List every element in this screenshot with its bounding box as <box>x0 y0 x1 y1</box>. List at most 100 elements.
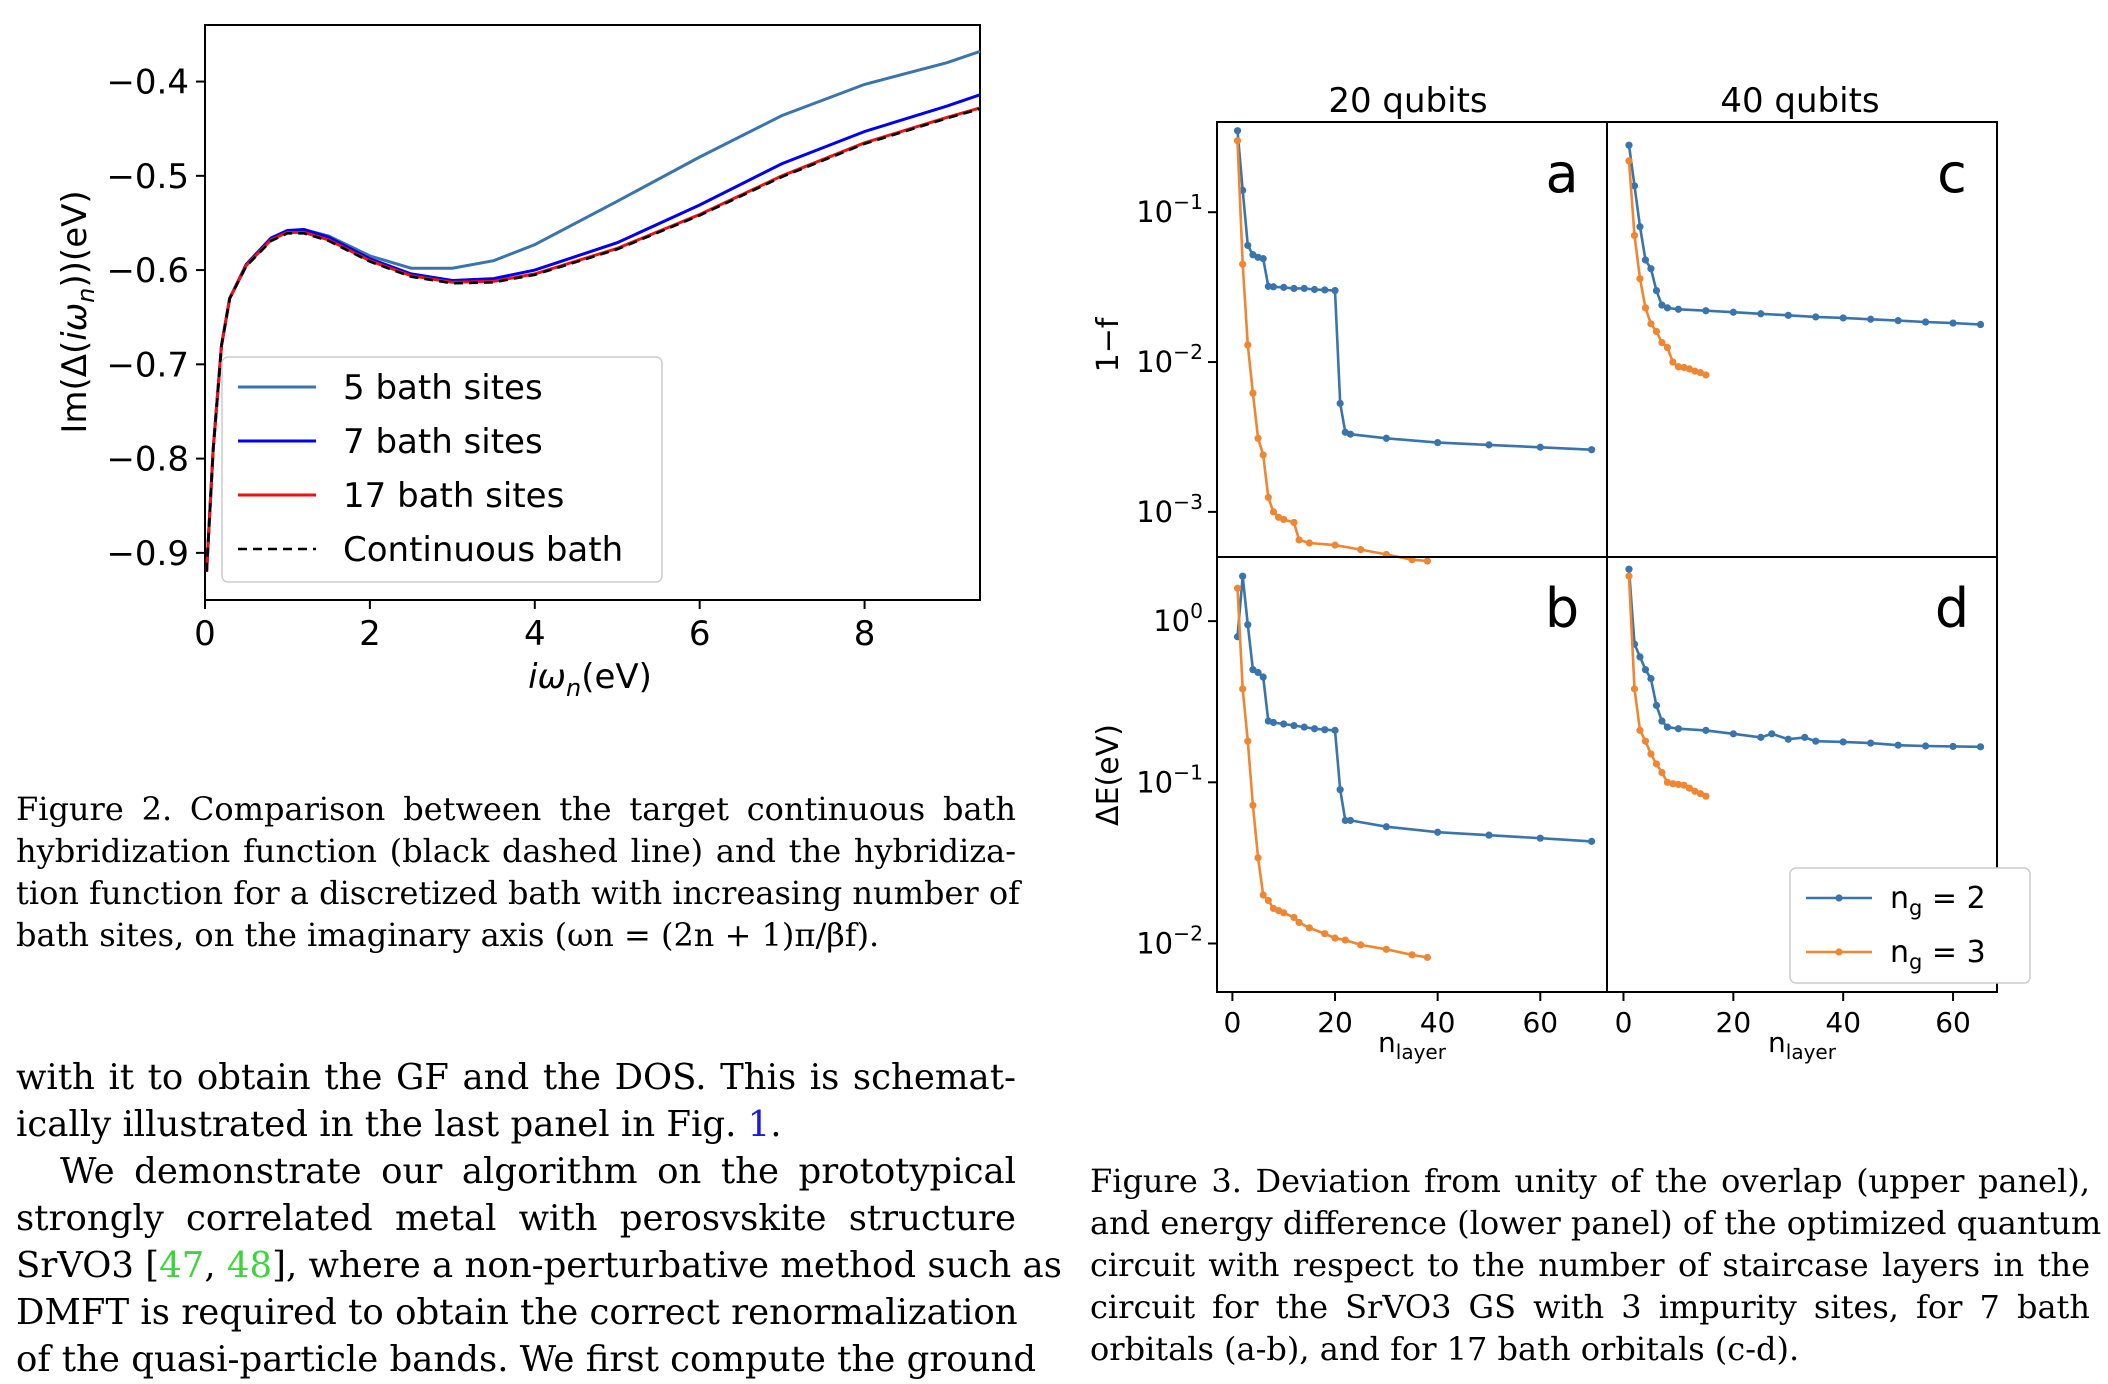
y-tick-label: −0.5 <box>106 157 189 197</box>
citation-link[interactable]: 47 <box>159 1245 205 1286</box>
caption-line: Figure 3. Deviation from unity of the ov… <box>1090 1162 2090 1200</box>
data-point <box>1658 338 1666 347</box>
x-tick-label: 0 <box>1615 1006 1633 1039</box>
data-point <box>1264 282 1272 290</box>
data-point <box>1280 283 1288 291</box>
data-point <box>1259 451 1267 459</box>
top-y-axis-label: 1−f <box>1091 316 1126 372</box>
data-point <box>1949 319 1957 327</box>
series-line <box>1627 576 1707 798</box>
data-point <box>1976 743 1985 751</box>
data-point <box>1321 286 1329 294</box>
data-point <box>1295 918 1303 927</box>
legend: 5 bath sites 7 bath sites 17 bath sites Con… <box>221 356 663 583</box>
data-point <box>1259 891 1267 899</box>
data-point <box>1346 430 1355 438</box>
data-point <box>1254 434 1262 442</box>
data-point <box>1290 284 1298 293</box>
x-tick-label: 20 <box>1317 1006 1353 1039</box>
y-tick-label: −0.8 <box>106 440 189 480</box>
data-point <box>1658 717 1666 725</box>
data-point <box>1641 304 1650 312</box>
data-point <box>1264 493 1272 501</box>
data-point <box>1636 653 1644 661</box>
data-point <box>1949 742 1957 751</box>
data-point <box>1630 182 1639 190</box>
data-point <box>1300 723 1308 731</box>
data-point <box>1408 951 1416 959</box>
x-ticks: 0 2 4 6 8 <box>194 600 875 654</box>
data-point <box>1321 726 1329 734</box>
data-point <box>1625 141 1633 149</box>
data-point <box>1685 784 1693 792</box>
data-point <box>1641 256 1650 264</box>
data-point <box>1588 837 1596 845</box>
data-point <box>1244 241 1252 250</box>
data-point <box>1357 941 1365 949</box>
data-point <box>1254 668 1262 677</box>
legend-label: ng = 3 <box>1890 935 1986 974</box>
data-point <box>1341 936 1349 944</box>
data-point <box>1331 934 1339 942</box>
x-tick-label: 0 <box>1223 1006 1241 1039</box>
data-point <box>1625 157 1633 165</box>
x-tick-label: 60 <box>1935 1006 1971 1039</box>
data-point <box>1382 434 1390 442</box>
data-point <box>1839 738 1847 746</box>
plot-frame <box>204 24 981 601</box>
data-point <box>1382 823 1390 831</box>
series-line <box>1236 576 1592 843</box>
panel-letter: d <box>1935 577 1969 640</box>
legend: ng = 2 ng = 3 <box>1789 867 2031 984</box>
legend-marker <box>1835 948 1843 956</box>
data-point <box>1321 930 1329 938</box>
data-point <box>1680 363 1688 372</box>
figure-reference-link[interactable]: 1 <box>747 1104 771 1145</box>
citation-link[interactable]: 48 <box>226 1245 273 1286</box>
data-point <box>1652 701 1661 710</box>
panel-c: c <box>1606 121 1998 558</box>
data-point <box>1636 726 1644 734</box>
data-point <box>1233 584 1242 592</box>
y-tick-label: 10−1 <box>1136 190 1203 229</box>
x-tick-label: 40 <box>1825 1006 1861 1039</box>
data-point <box>1658 301 1666 309</box>
column-title-20-qubits: 20 qubits <box>1328 81 1487 121</box>
data-point <box>1768 730 1776 738</box>
panel-a: a 10−1 10−2 10−3 <box>1136 121 1608 565</box>
caption-line: orbitals (a-b), and for 17 bath orbitals… <box>1090 1330 1800 1368</box>
data-point <box>1691 367 1699 375</box>
data-point <box>1729 308 1737 316</box>
y-tick-label: −0.7 <box>106 345 189 385</box>
data-point <box>1280 909 1288 917</box>
panel-d: d 0 20 40 60 <box>1606 556 1998 1039</box>
data-point <box>1696 369 1704 377</box>
legend-label: 17 bath sites <box>343 476 564 516</box>
data-point <box>1702 307 1710 315</box>
data-point <box>1867 739 1875 747</box>
body-line: of the quasi-particle bands. We first co… <box>16 1339 1037 1380</box>
data-point <box>1669 780 1677 788</box>
panel-b: b 100 10−1 10−2 0 20 40 60 <box>1136 556 1608 1039</box>
data-point <box>1894 317 1902 325</box>
data-point <box>1233 127 1242 135</box>
panel-letter: c <box>1937 142 1967 205</box>
data-point <box>1536 443 1544 451</box>
data-point <box>1310 285 1319 294</box>
data-point <box>1757 733 1765 741</box>
data-point <box>1239 685 1247 693</box>
data-point <box>1784 311 1792 319</box>
data-point <box>1729 730 1737 738</box>
column-title-40-qubits: 40 qubits <box>1720 81 1879 121</box>
data-point <box>1641 737 1650 745</box>
body-line: with it to obtain the GF and the DOS. Th… <box>16 1057 1016 1098</box>
data-point <box>1244 341 1252 349</box>
series-line <box>1236 130 1592 451</box>
data-point <box>1702 371 1710 379</box>
data-point <box>1244 737 1252 745</box>
body-line: ically illustrated in the last panel in … <box>16 1104 782 1145</box>
data-point <box>1702 726 1710 734</box>
data-point <box>1290 518 1298 527</box>
y-ticks: −0.4 −0.5 −0.6 −0.7 −0.8 −0.9 <box>106 63 205 574</box>
data-point <box>1259 255 1267 263</box>
